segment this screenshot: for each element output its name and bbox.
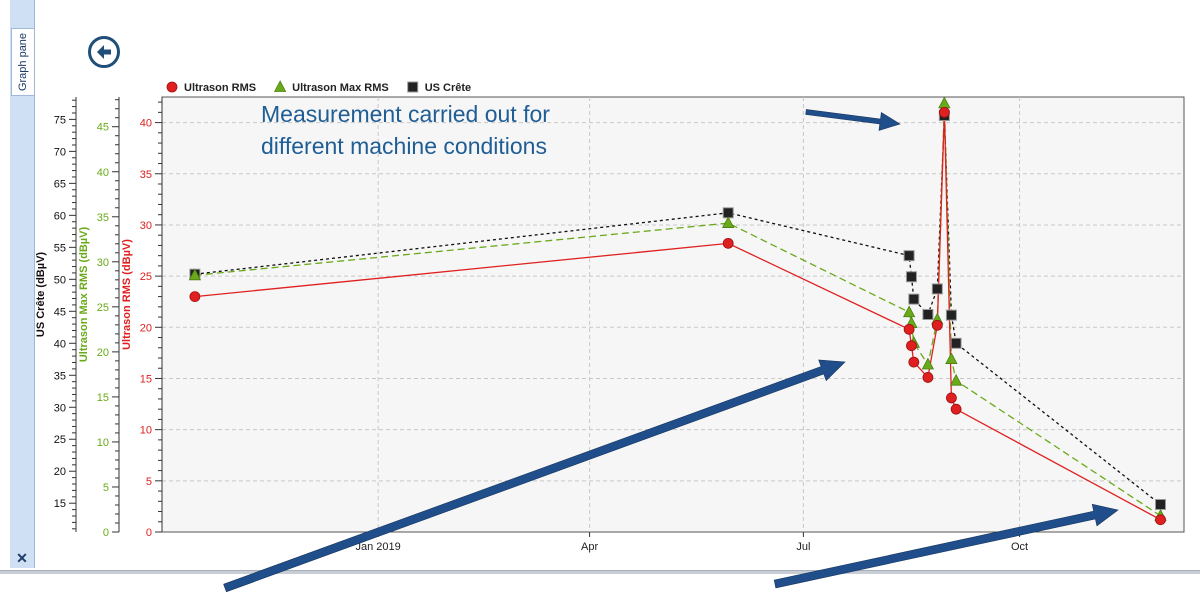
close-pane-icon[interactable]: ✕ [16, 550, 28, 566]
back-button[interactable] [88, 36, 120, 68]
data-point-max [902, 305, 916, 318]
data-point-max [921, 357, 935, 370]
data-point-crete [905, 271, 917, 283]
y-tick-label-crete: 30 [54, 402, 66, 414]
data-point-rms [946, 392, 957, 404]
graph-pane-tab[interactable]: Graph pane [11, 28, 35, 96]
y-tick-label-crete: 15 [54, 498, 66, 510]
legend-label-crete: US Crête [425, 82, 471, 94]
data-point-crete [903, 250, 915, 262]
y-tick-label-crete: 75 [54, 114, 66, 126]
data-point-crete [931, 283, 943, 295]
y-tick-label-max: 15 [97, 392, 109, 404]
annotation-text-line: Measurement carried out for [261, 101, 550, 127]
y-tick-label-rms: 15 [140, 373, 152, 385]
y-tick-label-rms: 35 [140, 169, 152, 181]
y-tick-label-rms: 0 [146, 527, 152, 539]
y-tick-label-rms: 10 [140, 425, 152, 437]
y-tick-label-max: 35 [97, 212, 109, 224]
data-point-rms [189, 291, 201, 302]
data-point-rms [938, 106, 950, 118]
data-point-crete [922, 309, 934, 320]
y-tick-label-max: 10 [97, 437, 109, 449]
legend-label-rms: Ultrason RMS [184, 82, 256, 94]
annotation-arrow-end [773, 503, 1119, 589]
y-tick-label-rms: 40 [140, 118, 152, 130]
y-tick-label-max: 25 [97, 302, 109, 314]
data-point-rms [950, 403, 962, 415]
y-tick-label-rms: 20 [140, 322, 152, 334]
legend-marker-max [273, 80, 287, 92]
y-tick-label-crete: 70 [54, 146, 66, 158]
data-point-max [949, 373, 963, 386]
y-tick-label-max: 20 [97, 347, 109, 359]
pane-splitter[interactable] [0, 570, 1200, 574]
y-axis-label-rms: Ultrason RMS (dBµV) [121, 239, 133, 350]
data-point-crete [908, 293, 920, 305]
legend-label-max: Ultrason Max RMS [292, 82, 389, 94]
y-tick-label-crete: 65 [54, 178, 66, 190]
data-point-max [945, 352, 958, 364]
y-tick-label-max: 30 [97, 257, 109, 269]
data-point-rms [906, 340, 917, 352]
legend-marker-crete [407, 81, 419, 93]
x-tick-label: Apr [581, 541, 598, 553]
y-axis-label-max: Ultrason Max RMS (dBµV) [78, 227, 90, 363]
y-tick-label-crete: 20 [54, 466, 66, 478]
data-point-crete [1155, 498, 1167, 510]
x-tick-label: Jul [796, 541, 810, 553]
data-point-rms [908, 356, 920, 368]
y-tick-label-crete: 50 [54, 274, 66, 286]
y-tick-label-max: 45 [97, 122, 109, 134]
annotation-text-line: different machine conditions [261, 133, 547, 159]
y-tick-label-crete: 40 [54, 338, 66, 350]
plot-area [161, 96, 1185, 533]
data-point-max [722, 216, 735, 228]
y-tick-label-rms: 25 [140, 271, 152, 283]
data-point-max [188, 268, 202, 281]
annotation-arrow-cluster [223, 359, 846, 592]
annotation-arrow-peak [805, 109, 901, 131]
y-tick-label-crete: 25 [54, 434, 66, 446]
data-point-crete [950, 337, 962, 349]
y-tick-label-crete: 60 [54, 210, 66, 222]
y-tick-label-max: 40 [97, 167, 109, 179]
x-tick-label: Oct [1011, 541, 1028, 553]
data-point-rms [931, 319, 943, 331]
data-point-rms [903, 323, 915, 335]
data-point-rms [922, 372, 934, 383]
arrow-left-circle-icon [97, 45, 111, 59]
data-point-rms [722, 237, 734, 249]
y-tick-label-crete: 45 [54, 306, 66, 318]
y-axis-label-crete: US Crête (dBµV) [35, 252, 47, 338]
y-tick-label-crete: 35 [54, 370, 66, 382]
y-tick-label-crete: 55 [54, 242, 66, 254]
y-tick-label-rms: 30 [140, 220, 152, 232]
data-point-rms [1155, 514, 1166, 526]
legend-marker-rms [166, 81, 178, 93]
data-point-crete [945, 309, 957, 321]
y-tick-label-rms: 5 [146, 476, 152, 488]
y-tick-label-max: 5 [103, 482, 109, 494]
y-tick-label-max: 0 [103, 527, 109, 539]
x-tick-label: Jan 2019 [356, 541, 401, 553]
